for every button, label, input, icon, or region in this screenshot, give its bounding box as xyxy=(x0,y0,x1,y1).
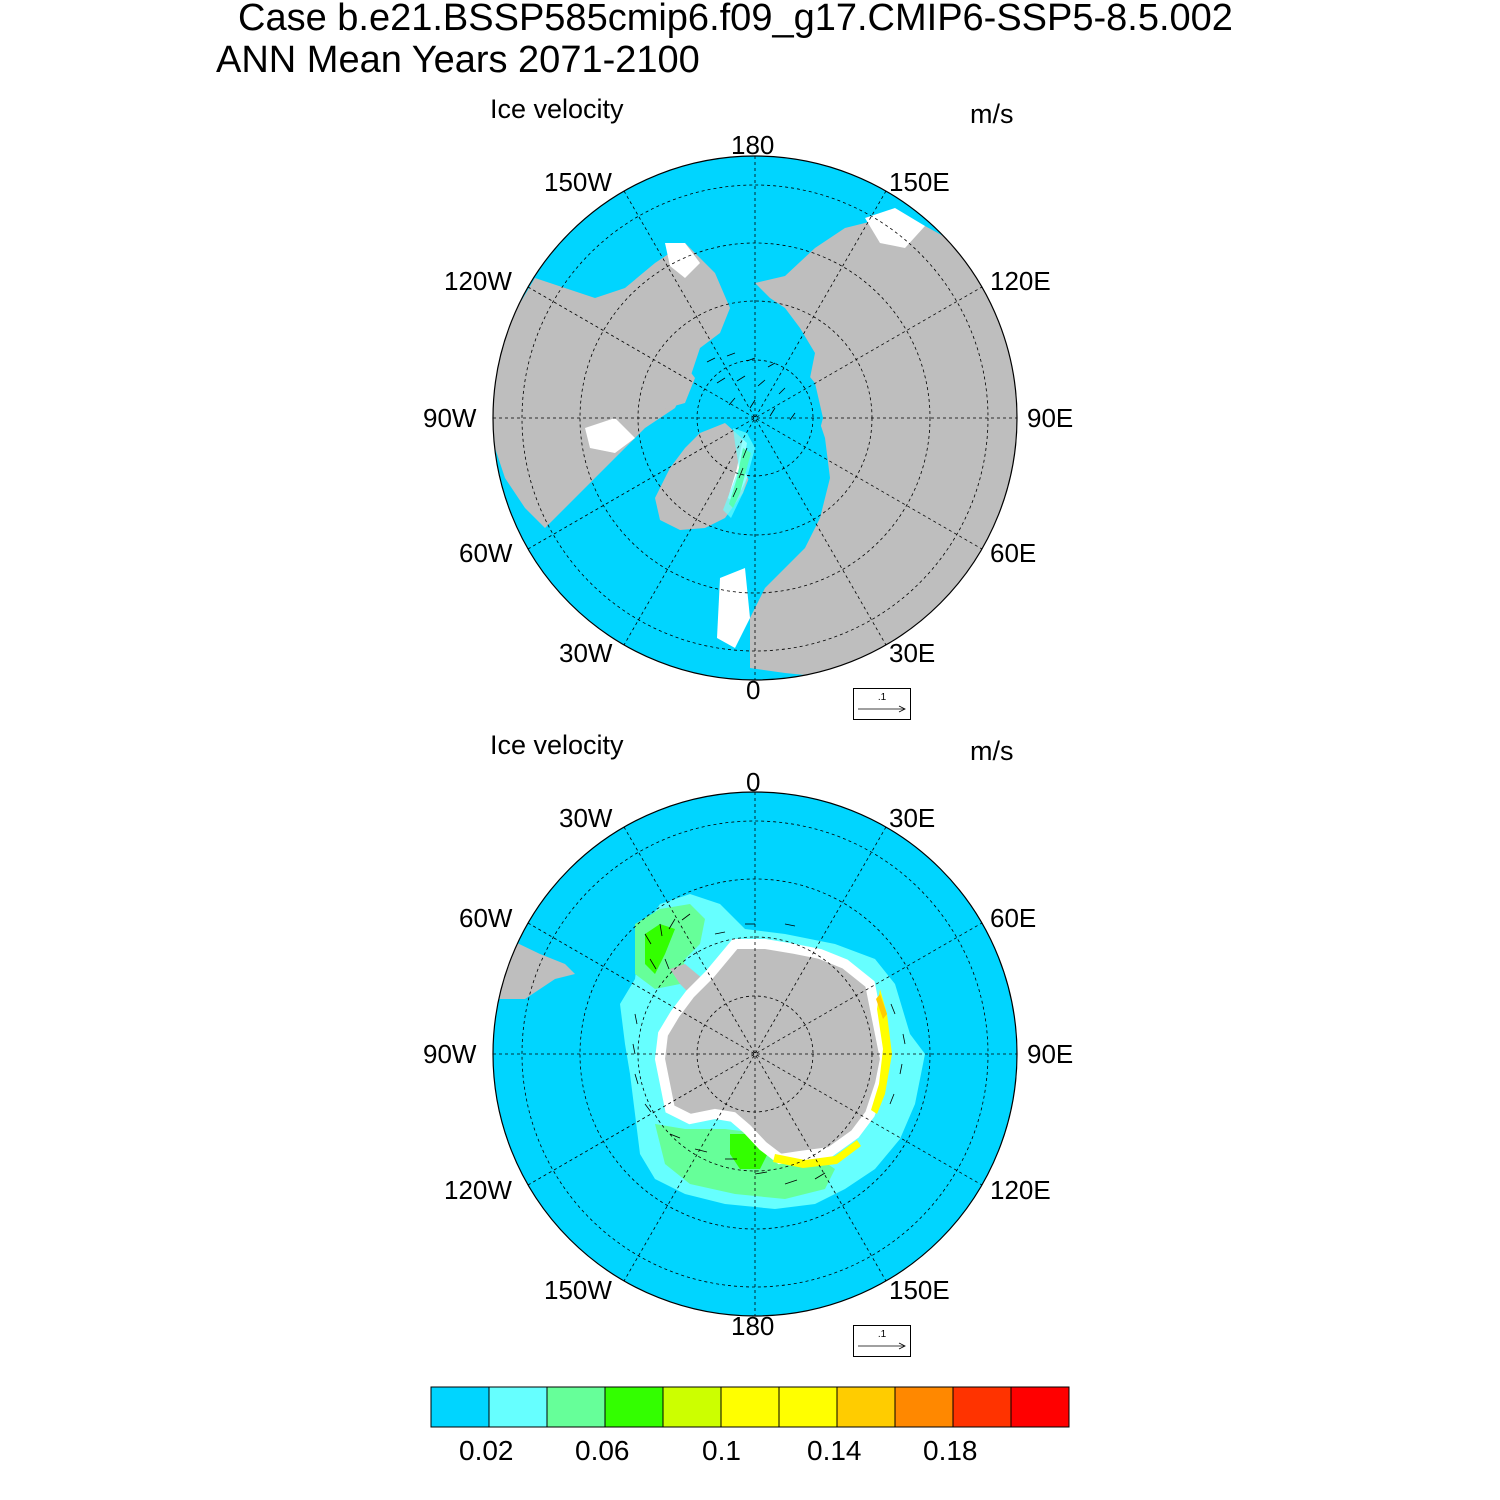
south-lon-30w: 30W xyxy=(559,803,613,833)
colorbar-label-0.06: 0.06 xyxy=(575,1435,630,1466)
north-lon-90w: 90W xyxy=(423,403,477,433)
north-lon-60w: 60W xyxy=(459,538,513,568)
south-lon-180: 180 xyxy=(731,1311,775,1341)
south-ice-band-bright-green xyxy=(645,924,675,974)
north-nodata-hudson xyxy=(585,418,635,453)
south-lon-60e: 60E xyxy=(990,903,1037,933)
colorbar-label-0.14: 0.14 xyxy=(807,1435,862,1466)
north-graticule xyxy=(493,156,1017,680)
north-land-eurasia xyxy=(750,218,1017,678)
north-lon-30e: 30E xyxy=(889,638,936,668)
colorbar-box-5 xyxy=(720,1386,780,1428)
south-lon-30e: 30E xyxy=(889,803,936,833)
south-lon-120e: 120E xyxy=(990,1175,1051,1205)
north-lon-120e: 120E xyxy=(990,266,1051,296)
north-lon-150e: 150E xyxy=(889,167,950,197)
case-title: Case b.e21.BSSP585cmip6.f09_g17.CMIP6-SS… xyxy=(238,0,1233,39)
south-lon-150w: 150W xyxy=(544,1275,612,1305)
south-graticule xyxy=(493,792,1017,1316)
north-lon-120w: 120W xyxy=(444,266,512,296)
colorbar-box-3 xyxy=(604,1386,664,1428)
north-reference-vector: .1 xyxy=(853,688,911,720)
north-lon-30w: 30W xyxy=(559,638,613,668)
colorbar xyxy=(430,1386,1070,1428)
north-panel-title: Ice velocity xyxy=(490,94,624,124)
north-lon-150w: 150W xyxy=(544,167,612,197)
south-land-antarctica xyxy=(660,944,885,1159)
south-ice-band-orange xyxy=(876,994,887,1019)
colorbar-label-0.18: 0.18 xyxy=(923,1435,978,1466)
south-vectors xyxy=(632,913,906,1185)
colorbar-box-6 xyxy=(778,1386,838,1428)
colorbar-box-7 xyxy=(836,1386,896,1428)
colorbar-box-1 xyxy=(488,1386,548,1428)
south-lon-0: 0 xyxy=(746,767,761,797)
south-lon-90e: 90E xyxy=(1027,1039,1074,1069)
south-polar-map xyxy=(492,791,1018,1317)
north-map-border xyxy=(492,155,1018,681)
south-lon-60w: 60W xyxy=(459,903,513,933)
south-nodata-rim xyxy=(654,939,891,1165)
colorbar-box-8 xyxy=(894,1386,954,1428)
south-ice-band-yellow-ross xyxy=(773,1140,861,1168)
colorbar-box-9 xyxy=(952,1386,1012,1428)
north-land-north-america xyxy=(493,243,730,528)
colorbar-box-2 xyxy=(546,1386,606,1428)
south-map-border xyxy=(492,791,1018,1317)
period-title: ANN Mean Years 2071-2100 xyxy=(216,39,700,81)
colorbar-box-10 xyxy=(1010,1386,1070,1428)
north-nodata-siberia xyxy=(865,208,925,248)
north-nodata-europe xyxy=(717,568,750,648)
north-lon-60e: 60E xyxy=(990,538,1037,568)
north-polar-map xyxy=(492,155,1018,681)
south-lon-150e: 150E xyxy=(889,1275,950,1305)
north-lon-0: 0 xyxy=(746,675,761,705)
south-reference-vector: .1 xyxy=(853,1325,911,1357)
south-ice-band-yellow-east xyxy=(871,989,892,1114)
north-lon-180: 180 xyxy=(731,130,775,160)
north-vectors xyxy=(706,352,796,498)
colorbar-label-0.1: 0.1 xyxy=(702,1435,741,1466)
south-panel-units: m/s xyxy=(970,736,1014,766)
north-panel-units: m/s xyxy=(970,99,1014,129)
south-lon-90w: 90W xyxy=(423,1039,477,1069)
south-panel-title: Ice velocity xyxy=(490,730,624,760)
colorbar-box-4 xyxy=(662,1386,722,1428)
north-mid-ice-band xyxy=(723,428,755,518)
south-lon-120w: 120W xyxy=(444,1175,512,1205)
north-land-archipelago xyxy=(645,358,695,410)
south-ref-label: .1 xyxy=(878,1329,887,1340)
colorbar-label-0.02: 0.02 xyxy=(459,1435,514,1466)
north-lon-90e: 90E xyxy=(1027,403,1074,433)
colorbar-box-0 xyxy=(430,1386,490,1428)
north-ref-label: .1 xyxy=(878,692,887,703)
north-nodata-pacific xyxy=(665,243,700,278)
